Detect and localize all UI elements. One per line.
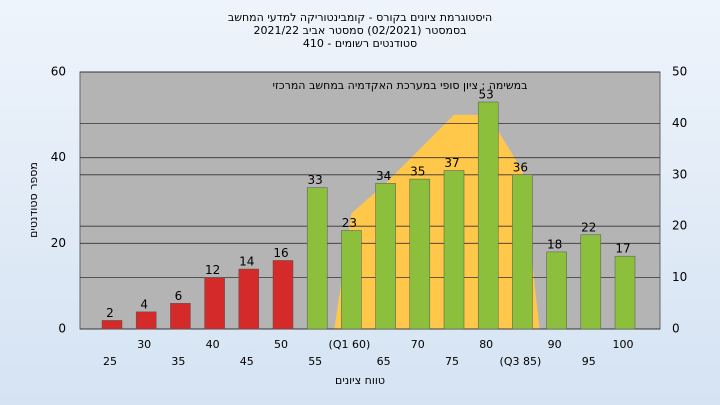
bar (170, 303, 191, 330)
y2-tick-label: 20 (672, 219, 687, 233)
annotation: במשימה : ציון סופי במערכת האקדמיה במחשב … (273, 79, 528, 92)
x-tick-label: 70 (411, 338, 425, 351)
bar (375, 183, 396, 330)
bar (272, 260, 294, 330)
bar (512, 174, 533, 330)
bar (409, 178, 431, 330)
bar (477, 101, 499, 330)
value-label: 22 (581, 220, 596, 234)
x-tick-label: 35 (171, 355, 185, 368)
plot-layer: 0 20 40 60 0 10 20 30 40 50 2 25 4 30 6 35 12 40 14 45 16 50 3… (51, 65, 688, 369)
bar (341, 230, 362, 330)
value-label: 53 (479, 87, 494, 101)
x-axis-label: טווח ציונים (335, 374, 385, 387)
x-tick-label: 45 (240, 355, 254, 368)
value-label: 35 (410, 165, 425, 179)
bar (238, 268, 260, 330)
x-tick-label: (Q3 85) (500, 355, 542, 368)
x-tick-label: 50 (274, 338, 288, 351)
x-tick-label: 75 (445, 355, 459, 368)
chart-subtitle: סטודנטים רשומים - 410 (303, 37, 417, 50)
bar (306, 187, 328, 330)
bar (546, 251, 567, 330)
value-label: 37 (444, 156, 459, 170)
chart-subtitle: בסמסטר (02/2021) סמסטר אביב 2021/22 (253, 24, 466, 37)
value-label: 12 (205, 263, 220, 277)
y2-tick-label: 40 (672, 116, 687, 130)
value-label: 23 (342, 216, 357, 230)
y-axis-label: מספר סטודנטים (27, 162, 40, 238)
x-tick-label: 30 (137, 338, 151, 351)
x-tick-label: 40 (206, 338, 220, 351)
bar (614, 255, 636, 330)
x-tick-label: (Q1 60) (329, 338, 371, 351)
x-tick-label: 25 (103, 355, 117, 368)
y2-tick-label: 50 (672, 65, 687, 79)
value-label: 36 (513, 160, 528, 174)
y-tick-label: 0 (58, 322, 66, 336)
x-tick-label: 95 (582, 355, 596, 368)
value-label: 17 (615, 242, 630, 256)
value-label: 4 (140, 297, 148, 311)
value-label: 6 (175, 289, 183, 303)
y2-tick-label: 30 (672, 167, 687, 181)
x-tick-label: 90 (548, 338, 562, 351)
bar (101, 320, 123, 330)
x-tick-label: 80 (479, 338, 493, 351)
bar (135, 311, 157, 330)
bar (443, 170, 465, 330)
value-label: 16 (273, 246, 288, 260)
chart-title: היסטוגרמת ציונים בקורס - קומבינטוריקה למ… (228, 11, 492, 24)
y-tick-label: 20 (51, 236, 66, 250)
value-label: 18 (547, 237, 562, 251)
value-label: 14 (239, 255, 254, 269)
x-tick-label: 100 (613, 338, 634, 351)
value-label: 34 (376, 169, 391, 183)
y-tick-label: 40 (51, 150, 66, 164)
y-tick-label: 60 (51, 65, 66, 79)
y2-tick-label: 10 (672, 270, 687, 284)
value-label: 2 (106, 306, 114, 320)
x-tick-label: 65 (377, 355, 391, 368)
y2-tick-label: 0 (672, 322, 680, 336)
value-label: 33 (308, 173, 323, 187)
bar (580, 234, 602, 330)
bar (204, 277, 225, 330)
x-tick-label: 55 (308, 355, 322, 368)
